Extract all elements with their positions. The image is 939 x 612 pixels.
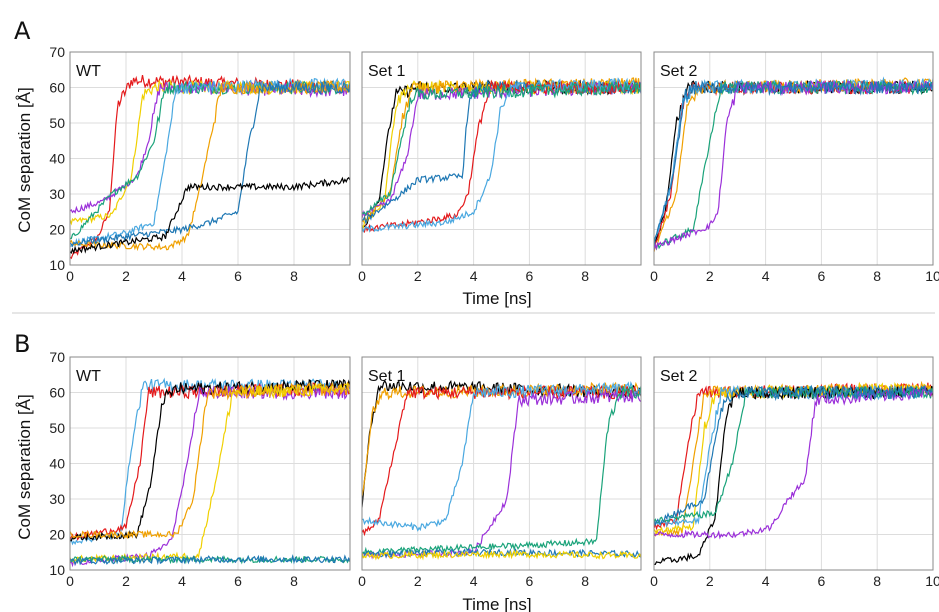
- x-tick-label: 10: [925, 573, 939, 589]
- x-tick-label: 8: [581, 573, 589, 589]
- y-tick-label: 40: [49, 151, 65, 167]
- panel-label-a: A: [14, 17, 31, 45]
- plot-frame: [69, 356, 351, 571]
- x-tick-label: 6: [818, 573, 826, 589]
- x-axis-label-b: Time [ns]: [462, 595, 531, 612]
- x-tick-label: 6: [526, 573, 534, 589]
- series-line: [362, 79, 641, 234]
- panel-title: WT: [76, 368, 101, 385]
- series-group: [70, 74, 350, 260]
- panel-title: Set 1: [368, 63, 405, 80]
- chart-a-wt: WT 0 2 4 6 8 10 20 30 40 50 60 70: [49, 44, 351, 284]
- y-tick-label: 30: [49, 186, 65, 202]
- y-axis-label-a: CoM separation [Å]: [15, 87, 34, 233]
- series-line: [70, 554, 350, 566]
- series-line: [70, 176, 350, 255]
- plot-frame: [69, 51, 351, 266]
- series-line: [654, 384, 933, 527]
- y-tick-label: 50: [49, 115, 65, 131]
- x-tick-label: 2: [122, 573, 130, 589]
- y-tick-label: 20: [49, 222, 65, 238]
- y-tick-label: 70: [49, 44, 65, 60]
- x-tick-label: 10: [925, 268, 939, 284]
- panel-title: Set 1: [368, 368, 405, 385]
- chart-a-set1: Set 1 0 2 4 6 8: [358, 51, 642, 284]
- x-tick-label: 0: [358, 573, 366, 589]
- x-tick-label: 8: [873, 573, 881, 589]
- x-tick-label: 4: [178, 573, 186, 589]
- series-line: [70, 80, 350, 248]
- x-tick-label: 6: [234, 268, 242, 284]
- plot-frame: [361, 356, 642, 571]
- chart-b-wt: WT 0 2 4 6 8 10 20 30 40 50 60 70: [49, 349, 351, 589]
- x-tick-label: 8: [873, 268, 881, 284]
- x-tick-label: 6: [234, 573, 242, 589]
- x-tick-label: 4: [762, 268, 770, 284]
- plot-frame: [653, 51, 934, 266]
- series-group: [70, 377, 350, 568]
- y-tick-label: 60: [49, 385, 65, 401]
- panel-title: Set 2: [660, 368, 697, 385]
- x-tick-label: 2: [122, 268, 130, 284]
- x-tick-label: 0: [358, 268, 366, 284]
- x-tick-label: 6: [526, 268, 534, 284]
- panel-title: WT: [76, 63, 101, 80]
- plot-frame: [361, 51, 642, 266]
- panel-title: Set 2: [660, 63, 697, 80]
- series-line: [362, 549, 641, 561]
- x-tick-label: 0: [66, 268, 74, 284]
- series-group: [362, 379, 641, 561]
- x-tick-label: 2: [706, 268, 714, 284]
- plot-frame: [653, 356, 934, 571]
- y-tick-label: 50: [49, 420, 65, 436]
- series-line: [654, 79, 933, 247]
- x-tick-label: 4: [470, 573, 478, 589]
- series-line: [362, 80, 641, 217]
- x-tick-label: 2: [414, 573, 422, 589]
- series-group: [654, 380, 933, 566]
- series-line: [362, 77, 641, 233]
- x-tick-label: 2: [414, 268, 422, 284]
- x-tick-label: 4: [470, 268, 478, 284]
- y-tick-label: 20: [49, 527, 65, 543]
- x-tick-label: 8: [581, 268, 589, 284]
- y-tick-label: 30: [49, 491, 65, 507]
- x-tick-label: 0: [66, 573, 74, 589]
- chart-b-set2: Set 2 0 2 4 6 8 10: [650, 356, 939, 589]
- y-axis-label-b: CoM separation [Å]: [15, 394, 34, 540]
- x-tick-label: 0: [650, 268, 658, 284]
- x-tick-label: 2: [706, 573, 714, 589]
- chart-b-set1: Set 1 0 2 4 6 8: [358, 356, 642, 589]
- series-line: [362, 384, 641, 557]
- x-axis-label-a: Time [ns]: [462, 289, 531, 308]
- x-tick-label: 8: [290, 573, 298, 589]
- y-tick-label: 10: [49, 257, 65, 273]
- panel-label-b: B: [14, 330, 30, 358]
- x-tick-label: 4: [762, 573, 770, 589]
- x-tick-label: 4: [178, 268, 186, 284]
- series-line: [70, 384, 350, 568]
- series-line: [70, 378, 350, 542]
- chart-a-set2: Set 2 0 2 4 6 8 10: [650, 51, 939, 284]
- series-line: [362, 380, 641, 532]
- y-tick-label: 10: [49, 562, 65, 578]
- x-tick-label: 0: [650, 573, 658, 589]
- y-tick-label: 60: [49, 80, 65, 96]
- y-tick-label: 70: [49, 349, 65, 365]
- x-tick-label: 6: [818, 268, 826, 284]
- series-group: [362, 77, 641, 234]
- series-group: [654, 76, 933, 252]
- x-tick-label: 8: [290, 268, 298, 284]
- series-line: [654, 385, 933, 540]
- y-tick-label: 40: [49, 456, 65, 472]
